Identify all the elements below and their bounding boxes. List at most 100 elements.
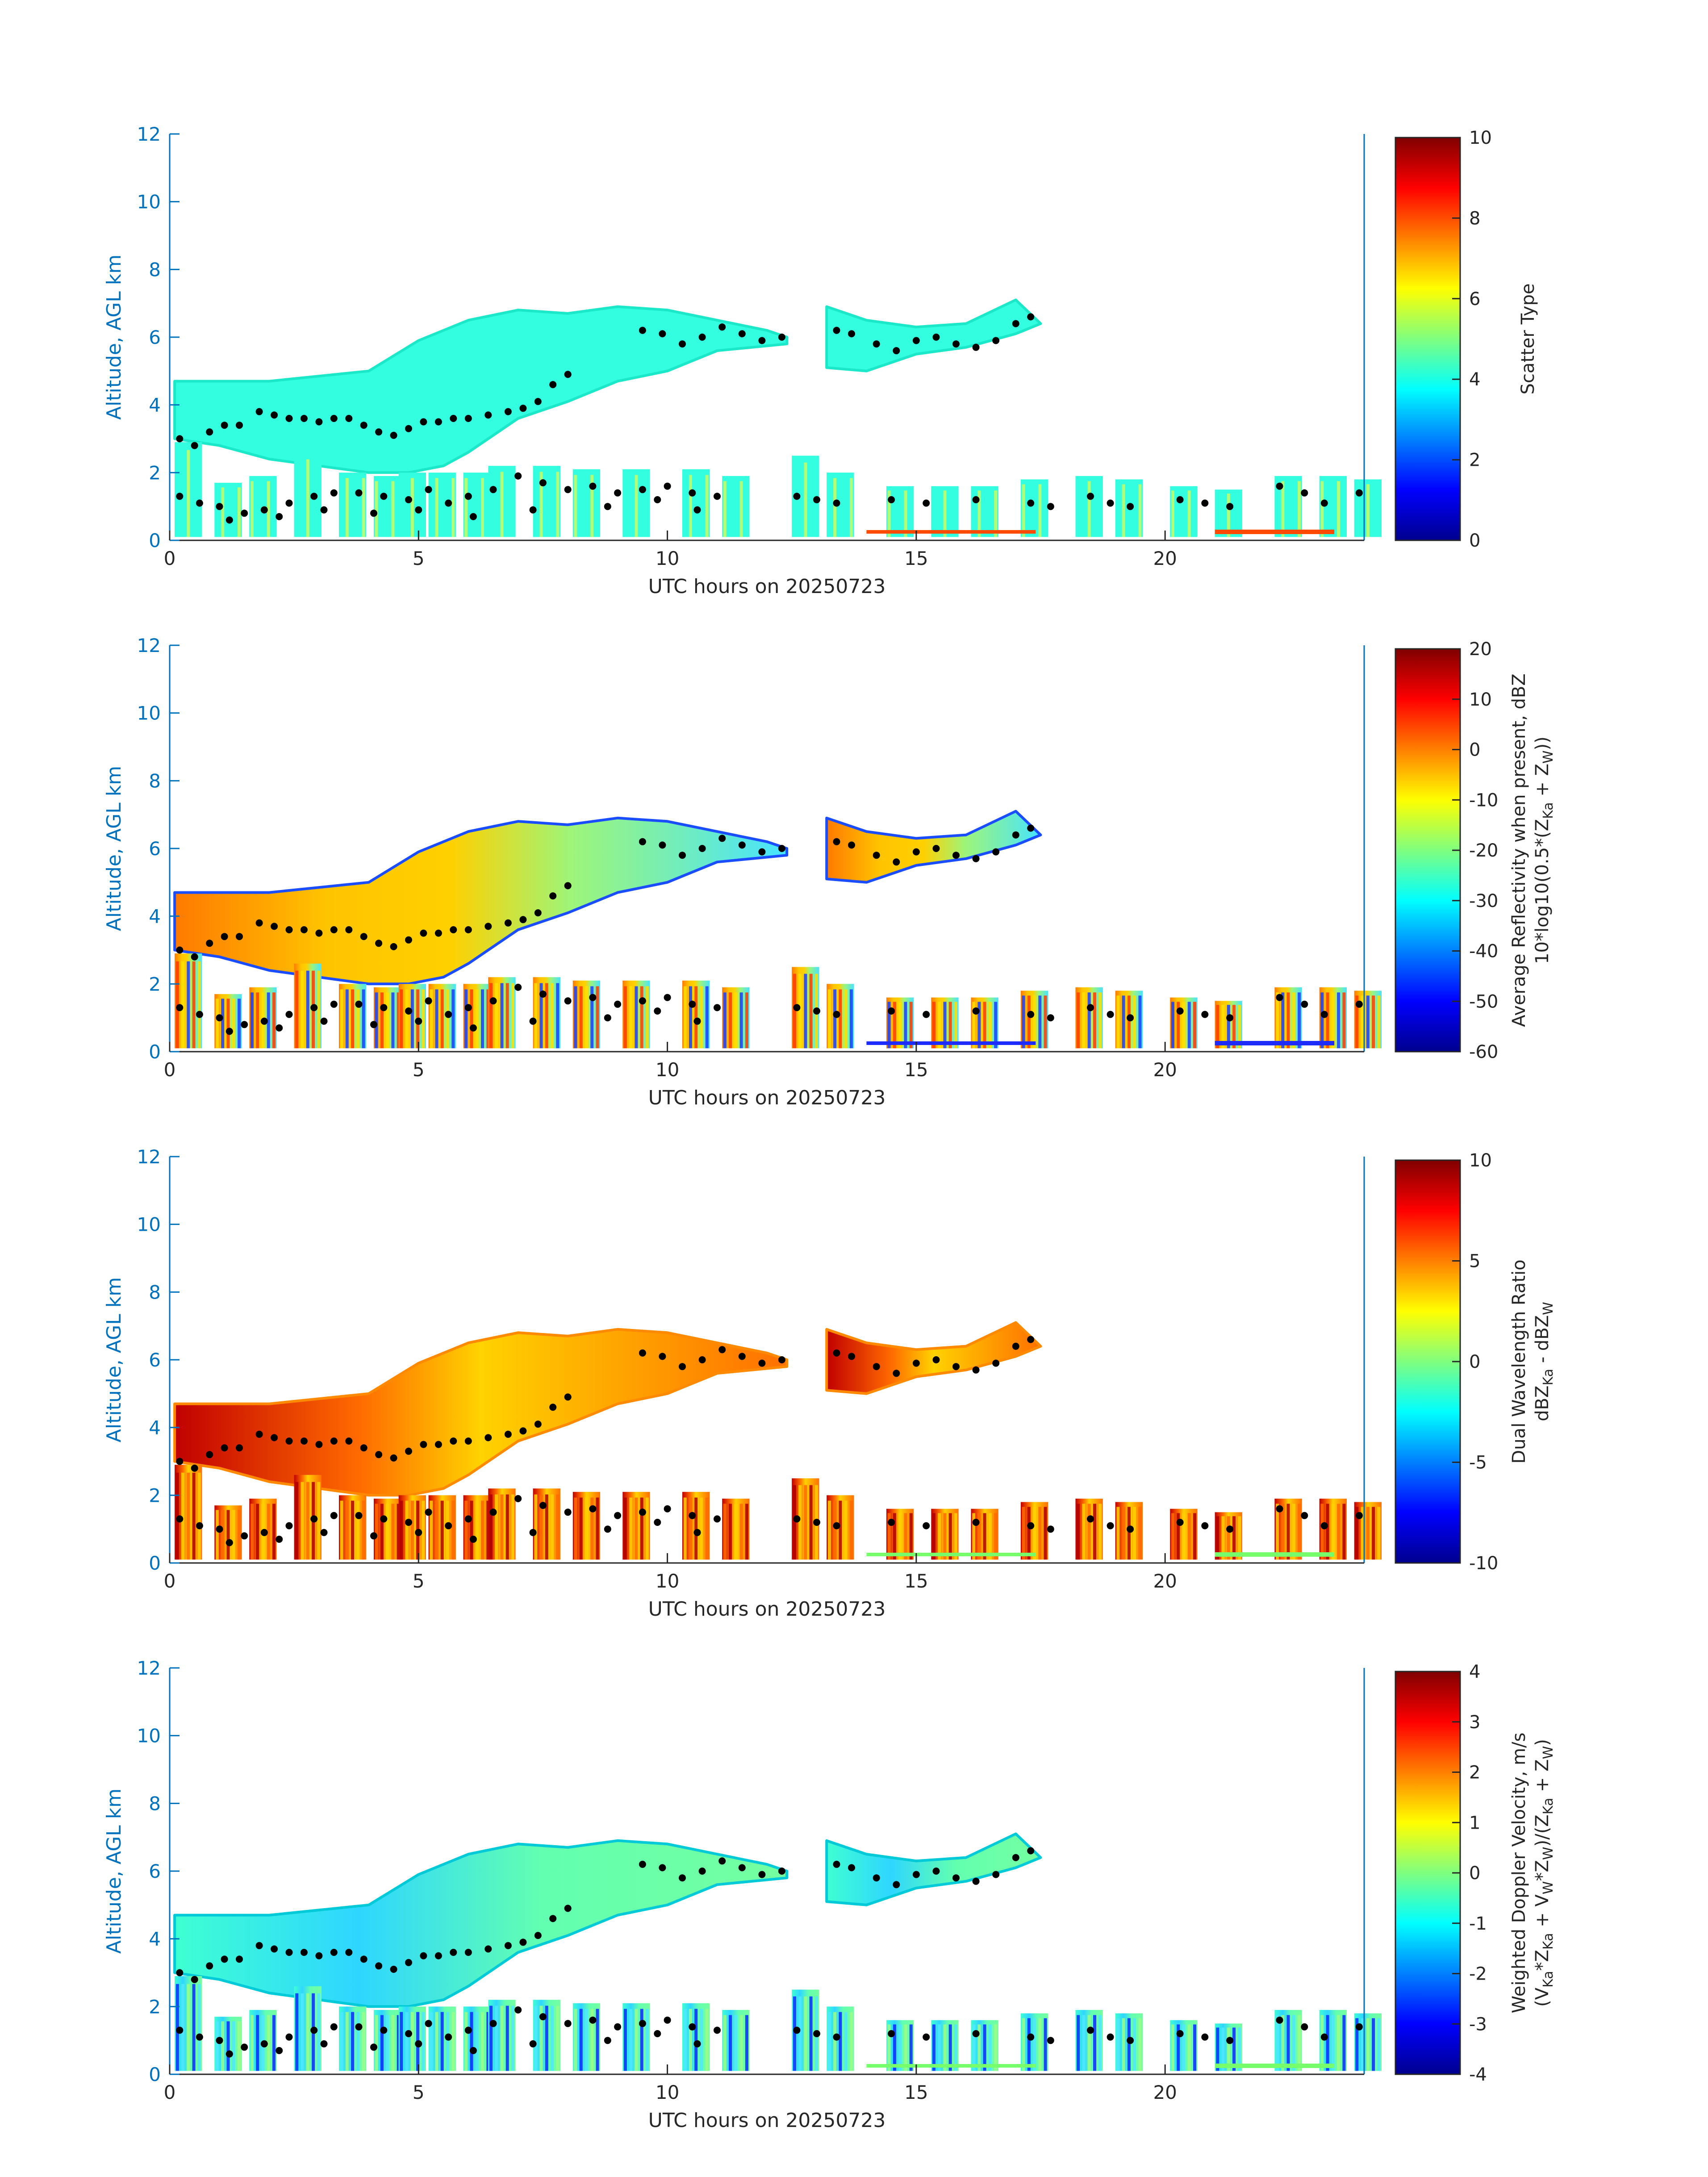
- cloud-boundary-point: [255, 1942, 263, 1949]
- cloud-boundary-point: [1127, 1525, 1134, 1533]
- colorbar-tick-label: 10: [1469, 1150, 1492, 1171]
- cloud-boundary-point: [206, 1962, 213, 1970]
- cloud-boundary-point: [464, 493, 472, 500]
- reflectivity-panel: 0 2 4 6 8 10 12 0 5 10 15 20 UTC hours on 20250723 Al…: [103, 635, 1556, 1109]
- cloud-boundary-point: [1201, 499, 1209, 507]
- cloud-boundary-point: [873, 852, 880, 859]
- cloud-boundary-point: [659, 1353, 666, 1360]
- cloud-boundary-point: [564, 371, 572, 378]
- cloud-boundary-point: [504, 919, 512, 927]
- colorbar-title-line: Average Reflectivity when present, dBZ: [1509, 673, 1529, 1027]
- cloud-boundary-point: [833, 1011, 840, 1018]
- cloud-boundary-point: [300, 926, 308, 933]
- cloud-boundary-point: [873, 1363, 880, 1371]
- cloud-boundary-point: [315, 418, 323, 426]
- cloud-boundary-point: [689, 2023, 696, 2031]
- y-tick-label: 0: [149, 1041, 161, 1063]
- cloud-boundary-point: [241, 1021, 248, 1028]
- axes: 0 2 4 6 8 10 12 0 5 10 15 20 UTC hours on 20250723 Al…: [103, 1657, 1365, 2132]
- cloud-boundary-point: [484, 1945, 492, 1953]
- y-tick-label: 2: [149, 462, 161, 484]
- cloud-boundary-point: [375, 1451, 383, 1458]
- cloud-boundary-point: [1047, 2037, 1054, 2044]
- colorbar-title-line: Weighted Doppler Velocity, m/s: [1509, 1733, 1529, 2014]
- cloud-boundary-point: [405, 936, 412, 944]
- cloud-boundary-point: [504, 1430, 512, 1438]
- cloud-boundary-point: [514, 1495, 522, 1502]
- cloud-boundary-point: [1355, 1000, 1363, 1008]
- cloud-boundary-point: [1226, 503, 1234, 510]
- cloud-boundary-point: [276, 2047, 283, 2054]
- cloud-boundary-point: [604, 1014, 611, 1022]
- cloud-boundary-point: [514, 2006, 522, 2014]
- colorbar: -10 -5 0 5 10 Dual Wavelength Ratio dBZKa - dB…: [1395, 1150, 1556, 1574]
- cloud-boundary-point: [420, 929, 427, 937]
- cloud-boundary-point: [1087, 1515, 1094, 1523]
- cloud-boundary-point: [415, 2040, 422, 2047]
- cloud-boundary-point: [888, 496, 895, 503]
- y-tick-label: 8: [149, 259, 161, 280]
- colorbar-tick-label: 0: [1469, 1863, 1480, 1884]
- cloud-boundary-point: [1201, 2033, 1209, 2041]
- colorbar-tick-label: 8: [1469, 208, 1480, 229]
- cloud-boundary-point: [793, 493, 801, 500]
- x-tick-label: 5: [413, 1570, 425, 1592]
- colorbar-tick-label: 2: [1469, 450, 1480, 471]
- cloud-boundary-point: [1301, 1512, 1308, 1519]
- colorbar-gradient: [1395, 1671, 1461, 2075]
- cloud-boundary-point: [425, 486, 432, 493]
- cloud-boundary-point: [330, 926, 338, 933]
- x-tick-label: 15: [904, 547, 928, 569]
- cloud-boundary-point: [236, 1956, 243, 1963]
- cloud-boundary-point: [320, 1017, 328, 1025]
- cloud-boundary-point: [604, 2037, 611, 2044]
- cloud-boundary-point: [534, 398, 542, 405]
- cloud-boundary-point: [380, 2027, 388, 2034]
- y-tick-label: 0: [149, 530, 161, 552]
- colorbar-tick-label: 1: [1469, 1813, 1480, 1833]
- cloud-boundary-point: [464, 1437, 472, 1445]
- cloud-boundary-point: [793, 2027, 801, 2034]
- colorbar: 0 2 4 6 8 10 Scatter Type: [1395, 128, 1538, 551]
- y-axis-title: Altitude, AGL km: [103, 766, 125, 931]
- cloud-boundary-point: [1027, 1847, 1035, 1855]
- cloud-boundary-point: [176, 2027, 184, 2034]
- cloud-boundary-point: [1226, 2037, 1234, 2044]
- cloud-boundary-point: [654, 1007, 661, 1015]
- cloud-boundary-point: [176, 1515, 184, 1523]
- colorbar-tick-label: 0: [1469, 1352, 1480, 1372]
- cloud-boundary-point: [360, 1956, 367, 1963]
- cloud-boundary-point: [176, 435, 184, 443]
- cloud-boundary-point: [330, 1512, 338, 1519]
- cloud-boundary-point: [813, 1007, 820, 1015]
- cloud-boundary-point: [1276, 482, 1283, 490]
- cloud-boundary-point: [679, 1363, 686, 1371]
- cloud-boundary-point: [549, 1915, 557, 1922]
- cloud-boundary-point: [260, 1529, 268, 1536]
- cloud-boundary-point: [315, 929, 323, 937]
- cloud-boundary-point: [932, 334, 940, 341]
- cloud-region-upper-layer: [173, 305, 789, 474]
- x-axis-title: UTC hours on 20250723: [648, 2109, 886, 2132]
- cloud-boundary-point: [1201, 1011, 1209, 1018]
- cloud-boundary-point: [659, 330, 666, 338]
- colorbar-gradient: [1395, 137, 1461, 541]
- cloud-boundary-point: [216, 503, 223, 510]
- y-tick-label: 10: [137, 191, 161, 213]
- cloud-boundary-point: [310, 1004, 318, 1011]
- cloud-boundary-point: [285, 926, 293, 933]
- cloud-boundary-point: [693, 1529, 701, 1536]
- colorbar-gradient: [1395, 1159, 1461, 1564]
- cloud-boundary-point: [196, 1522, 203, 1529]
- cloud-boundary-point: [320, 506, 328, 514]
- cloud-boundary-point: [420, 1441, 427, 1448]
- cloud-boundary-point: [952, 852, 960, 859]
- cloud-boundary-point: [196, 1011, 203, 1018]
- cloud-boundary-point: [191, 953, 198, 961]
- cloud-boundary-point: [972, 1519, 980, 1526]
- cloud-boundary-point: [236, 933, 243, 940]
- x-tick-label: 5: [413, 1059, 425, 1081]
- cloud-boundary-point: [221, 933, 228, 940]
- x-tick-label: 5: [413, 2081, 425, 2103]
